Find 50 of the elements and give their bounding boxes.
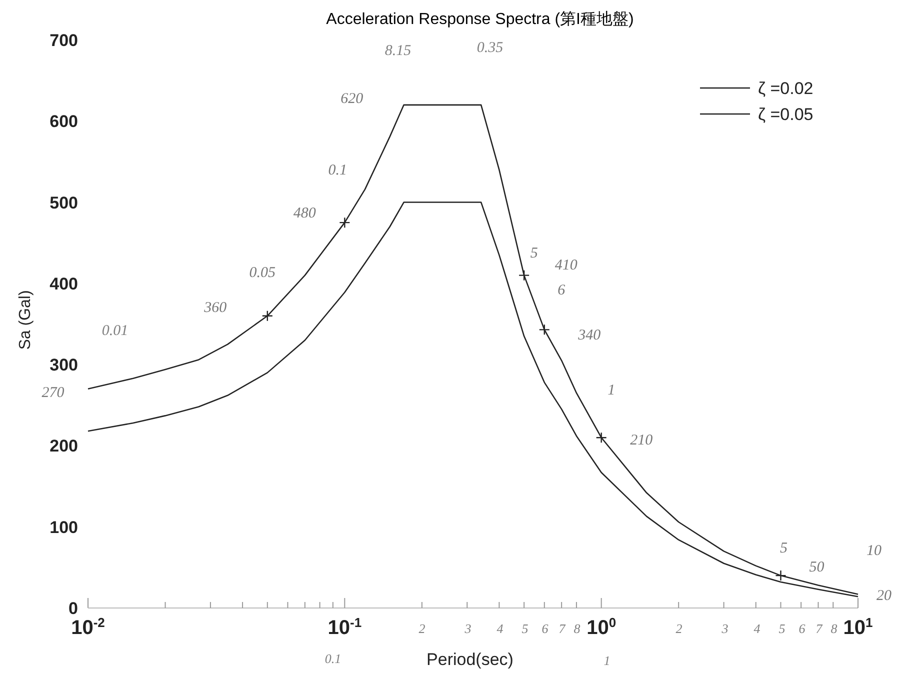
annotation: 620 [340, 90, 364, 107]
text: 3 [464, 621, 472, 636]
annotation: 10 [866, 543, 882, 560]
annotation: 5 [530, 245, 538, 262]
text: 2 [676, 621, 683, 636]
y-tick-label: 200 [50, 436, 78, 456]
text: 5 [522, 621, 529, 636]
text: 4 [754, 621, 761, 636]
text: 6 [542, 621, 549, 636]
y-tick-label: 300 [50, 356, 78, 375]
legend-label: ζ =0.02 [758, 79, 814, 98]
text: 3 [720, 621, 729, 636]
annotation: 410 [554, 257, 578, 274]
x-tick-label: 10$^{1}$ [843, 614, 873, 639]
annotation: 480 [293, 206, 316, 222]
annotation: 20 [876, 588, 892, 604]
y-tick-label: 700 [50, 31, 78, 50]
annotation: 6 [558, 282, 566, 299]
text: 7 [558, 621, 566, 636]
annotation: 0.35 [476, 40, 504, 56]
text: 8 [830, 621, 838, 636]
x-axis-title: Period(sec) [426, 650, 514, 669]
annotation: 0.1 [328, 162, 348, 179]
text: 8 [574, 621, 581, 636]
y-tick-label: 600 [50, 112, 78, 132]
annotation: 360 [203, 300, 228, 316]
annotation: 210 [630, 432, 654, 449]
text: 5 [778, 621, 786, 636]
text: 2 [418, 621, 426, 636]
text: 4 [496, 621, 504, 636]
annotation: 340 [577, 328, 602, 344]
text: 0.1 [324, 651, 342, 666]
y-axis-title: Sa (Gal) [17, 290, 34, 350]
chart-title: Acceleration Response Spectra (第I種地盤) [326, 10, 634, 28]
text: 7 [816, 621, 823, 636]
text: 6 [798, 621, 806, 636]
text: 1 [604, 653, 610, 668]
annotation: 270 [42, 384, 65, 401]
x-tick-label: 10$^{0}$ [586, 614, 616, 639]
x-tick-label: 10$^{-1}$ [328, 614, 362, 639]
annotation: 5 [780, 540, 788, 557]
annotation: 1 [608, 382, 616, 399]
annotation: 0.05 [249, 264, 276, 281]
annotation: 0.01 [102, 323, 128, 339]
y-tick-label: 500 [50, 193, 78, 212]
annotation: 8.15 [384, 43, 412, 59]
y-tick-label: 100 [50, 518, 78, 537]
legend-label: ζ =0.05 [758, 105, 814, 124]
annotation: 50 [809, 560, 825, 576]
y-tick-label: 400 [50, 274, 78, 294]
